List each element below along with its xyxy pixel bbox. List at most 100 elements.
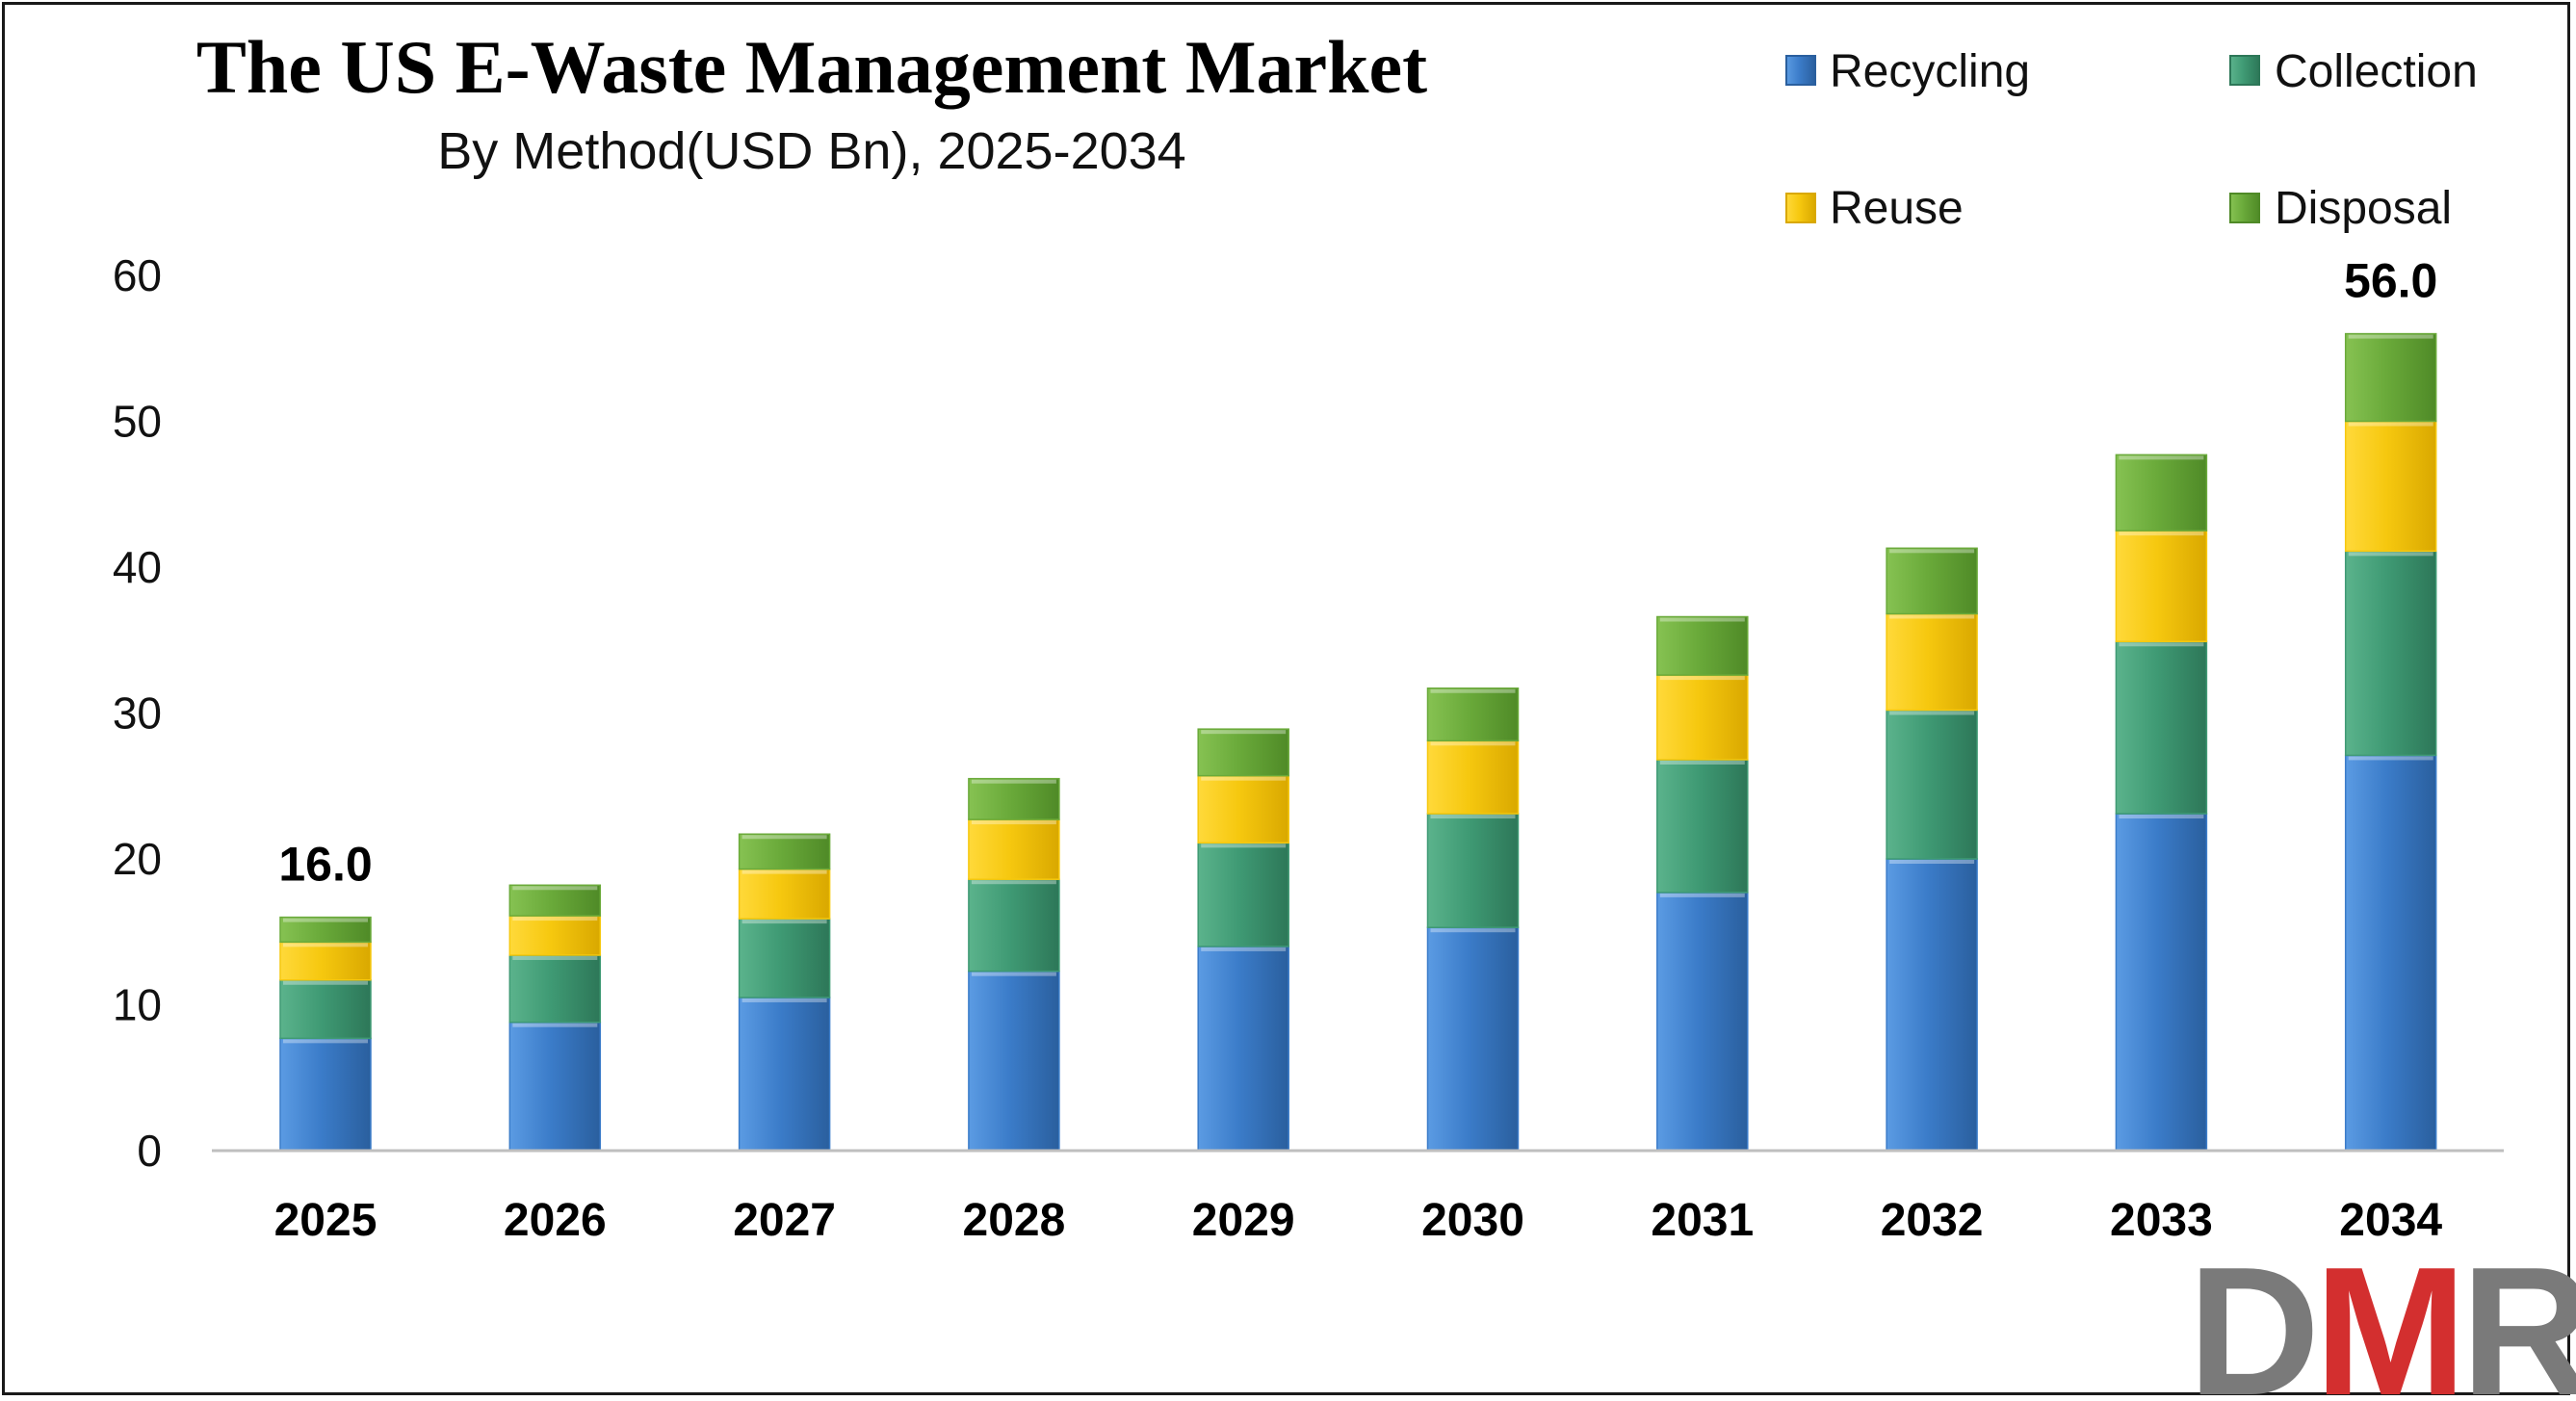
bar-segment-reuse-2027 bbox=[738, 868, 831, 920]
data-labels: 16.0 56.0 bbox=[278, 254, 2437, 892]
dmr-logo: DMR bbox=[2188, 1230, 2576, 1401]
bar-segment-collection-2025 bbox=[279, 978, 372, 1040]
legend-item-collection: Collection bbox=[2229, 46, 2478, 97]
bar-segment-collection-2026 bbox=[508, 954, 602, 1024]
bar-segment-disposal-2026 bbox=[508, 884, 602, 917]
legend-item-disposal: Disposal bbox=[2229, 183, 2452, 234]
bar-segment-collection-2027 bbox=[738, 918, 831, 999]
bar-segment-highlight bbox=[1430, 741, 1516, 746]
y-axis: 0 10 20 30 40 50 60 bbox=[113, 250, 162, 1176]
legend-swatch-reuse bbox=[1785, 193, 1816, 223]
bar-segment-disposal-2032 bbox=[1886, 547, 1978, 615]
y-tick-label: 40 bbox=[113, 542, 162, 592]
bar-segment-recycling-2033 bbox=[2115, 813, 2208, 1152]
bar-stack-2029 bbox=[1197, 728, 1289, 1152]
bar-segment-disposal-2029 bbox=[1197, 728, 1289, 777]
logo-letter-d: D bbox=[2188, 1230, 2314, 1401]
bar-segment-reuse-2030 bbox=[1426, 739, 1520, 815]
bar-stack-2026 bbox=[508, 884, 602, 1152]
legend-item-recycling: Recycling bbox=[1785, 46, 2030, 97]
svg-text:DMR: DMR bbox=[2188, 1230, 2576, 1401]
bar-segment-reuse-2032 bbox=[1886, 612, 1978, 712]
bar-segment-disposal-2028 bbox=[968, 777, 1060, 820]
bar-segment-highlight bbox=[1889, 614, 1975, 619]
x-tick-label-2033: 2033 bbox=[2110, 1195, 2213, 1246]
y-tick-label: 60 bbox=[113, 250, 162, 300]
bar-segment-highlight bbox=[1889, 711, 1975, 715]
x-tick-label-2030: 2030 bbox=[1421, 1195, 1524, 1246]
bar-segment-recycling-2028 bbox=[968, 970, 1060, 1152]
bar-segment-highlight bbox=[1201, 730, 1287, 735]
bar-segment-reuse-2028 bbox=[968, 818, 1060, 880]
bar-segment-highlight bbox=[2348, 422, 2433, 427]
x-tick-label-2029: 2029 bbox=[1192, 1195, 1295, 1246]
bar-segment-disposal-2027 bbox=[738, 833, 831, 870]
bar-segment-highlight bbox=[742, 835, 827, 840]
chart-title: The US E-Waste Management Market bbox=[196, 25, 1427, 109]
bar-segment-highlight bbox=[2348, 756, 2433, 761]
y-tick-label: 50 bbox=[113, 397, 162, 447]
bar-segment-highlight bbox=[1430, 815, 1516, 819]
data-label-2034: 56.0 bbox=[2344, 254, 2437, 308]
bar-segment-recycling-2026 bbox=[508, 1021, 602, 1152]
bar-segment-recycling-2027 bbox=[738, 997, 831, 1152]
legend-swatch-disposal bbox=[2229, 193, 2260, 223]
bar-segment-collection-2028 bbox=[968, 878, 1060, 973]
data-label-2025: 16.0 bbox=[278, 838, 372, 892]
bar-segment-highlight bbox=[1201, 776, 1287, 781]
legend-item-reuse: Reuse bbox=[1785, 183, 1964, 234]
logo-letter-m: M bbox=[2314, 1230, 2460, 1401]
bar-segment-collection-2034 bbox=[2344, 550, 2437, 757]
y-tick-label: 20 bbox=[113, 834, 162, 884]
legend: Recycling Collection Reuse Disposal bbox=[1785, 46, 2478, 234]
bar-stack-2033 bbox=[2115, 454, 2208, 1152]
bar-segment-highlight bbox=[2119, 532, 2204, 536]
bar-stack-2027 bbox=[738, 833, 831, 1152]
x-tick-label-2027: 2027 bbox=[733, 1195, 836, 1246]
x-axis: 2025 2026 2027 2028 2029 2030 2031 2032 2033 2034 bbox=[274, 1195, 2443, 1246]
bar-segment-reuse-2026 bbox=[508, 915, 602, 956]
bar-segment-highlight bbox=[971, 779, 1056, 784]
bar-segment-highlight bbox=[742, 920, 827, 924]
bar-segment-highlight bbox=[1430, 688, 1516, 693]
bar-segment-disposal-2033 bbox=[2115, 454, 2208, 532]
bar-segment-highlight bbox=[283, 918, 368, 922]
bar-segment-reuse-2033 bbox=[2115, 530, 2208, 643]
bar-segment-highlight bbox=[1659, 617, 1745, 622]
bar-segment-highlight bbox=[283, 1039, 368, 1044]
bar-stack-2028 bbox=[968, 777, 1060, 1152]
bar-segment-highlight bbox=[971, 972, 1056, 976]
bar-segment-highlight bbox=[1430, 928, 1516, 933]
bar-segment-highlight bbox=[1889, 549, 1975, 554]
bar-segment-highlight bbox=[512, 917, 598, 921]
legend-label-collection: Collection bbox=[2275, 46, 2478, 97]
bar-segment-recycling-2031 bbox=[1656, 892, 1749, 1152]
bar-segment-highlight bbox=[2119, 455, 2204, 460]
bar-segment-highlight bbox=[2119, 642, 2204, 647]
bar-segment-highlight bbox=[1889, 860, 1975, 864]
bar-stack-2031 bbox=[1656, 615, 1749, 1152]
bar-segment-highlight bbox=[283, 943, 368, 947]
bar-segment-highlight bbox=[1201, 947, 1287, 951]
bar-segment-recycling-2029 bbox=[1197, 946, 1289, 1152]
bar-segment-highlight bbox=[512, 886, 598, 891]
y-tick-label: 30 bbox=[113, 688, 162, 739]
bar-segment-highlight bbox=[283, 980, 368, 985]
legend-label-disposal: Disposal bbox=[2275, 183, 2452, 234]
bar-segment-reuse-2029 bbox=[1197, 774, 1289, 844]
bar-segment-highlight bbox=[512, 955, 598, 960]
bar-segment-collection-2032 bbox=[1886, 709, 1978, 860]
x-tick-label-2025: 2025 bbox=[274, 1195, 377, 1246]
bars bbox=[279, 332, 2437, 1152]
x-tick-label-2034: 2034 bbox=[2339, 1195, 2442, 1246]
bar-segment-highlight bbox=[971, 820, 1056, 825]
y-tick-label: 0 bbox=[137, 1126, 162, 1176]
legend-swatch-recycling bbox=[1785, 55, 1816, 86]
bar-segment-highlight bbox=[742, 869, 827, 874]
legend-label-reuse: Reuse bbox=[1830, 183, 1964, 234]
bar-segment-reuse-2025 bbox=[279, 941, 372, 981]
bar-segment-collection-2030 bbox=[1426, 813, 1520, 928]
bar-segment-collection-2029 bbox=[1197, 842, 1289, 947]
